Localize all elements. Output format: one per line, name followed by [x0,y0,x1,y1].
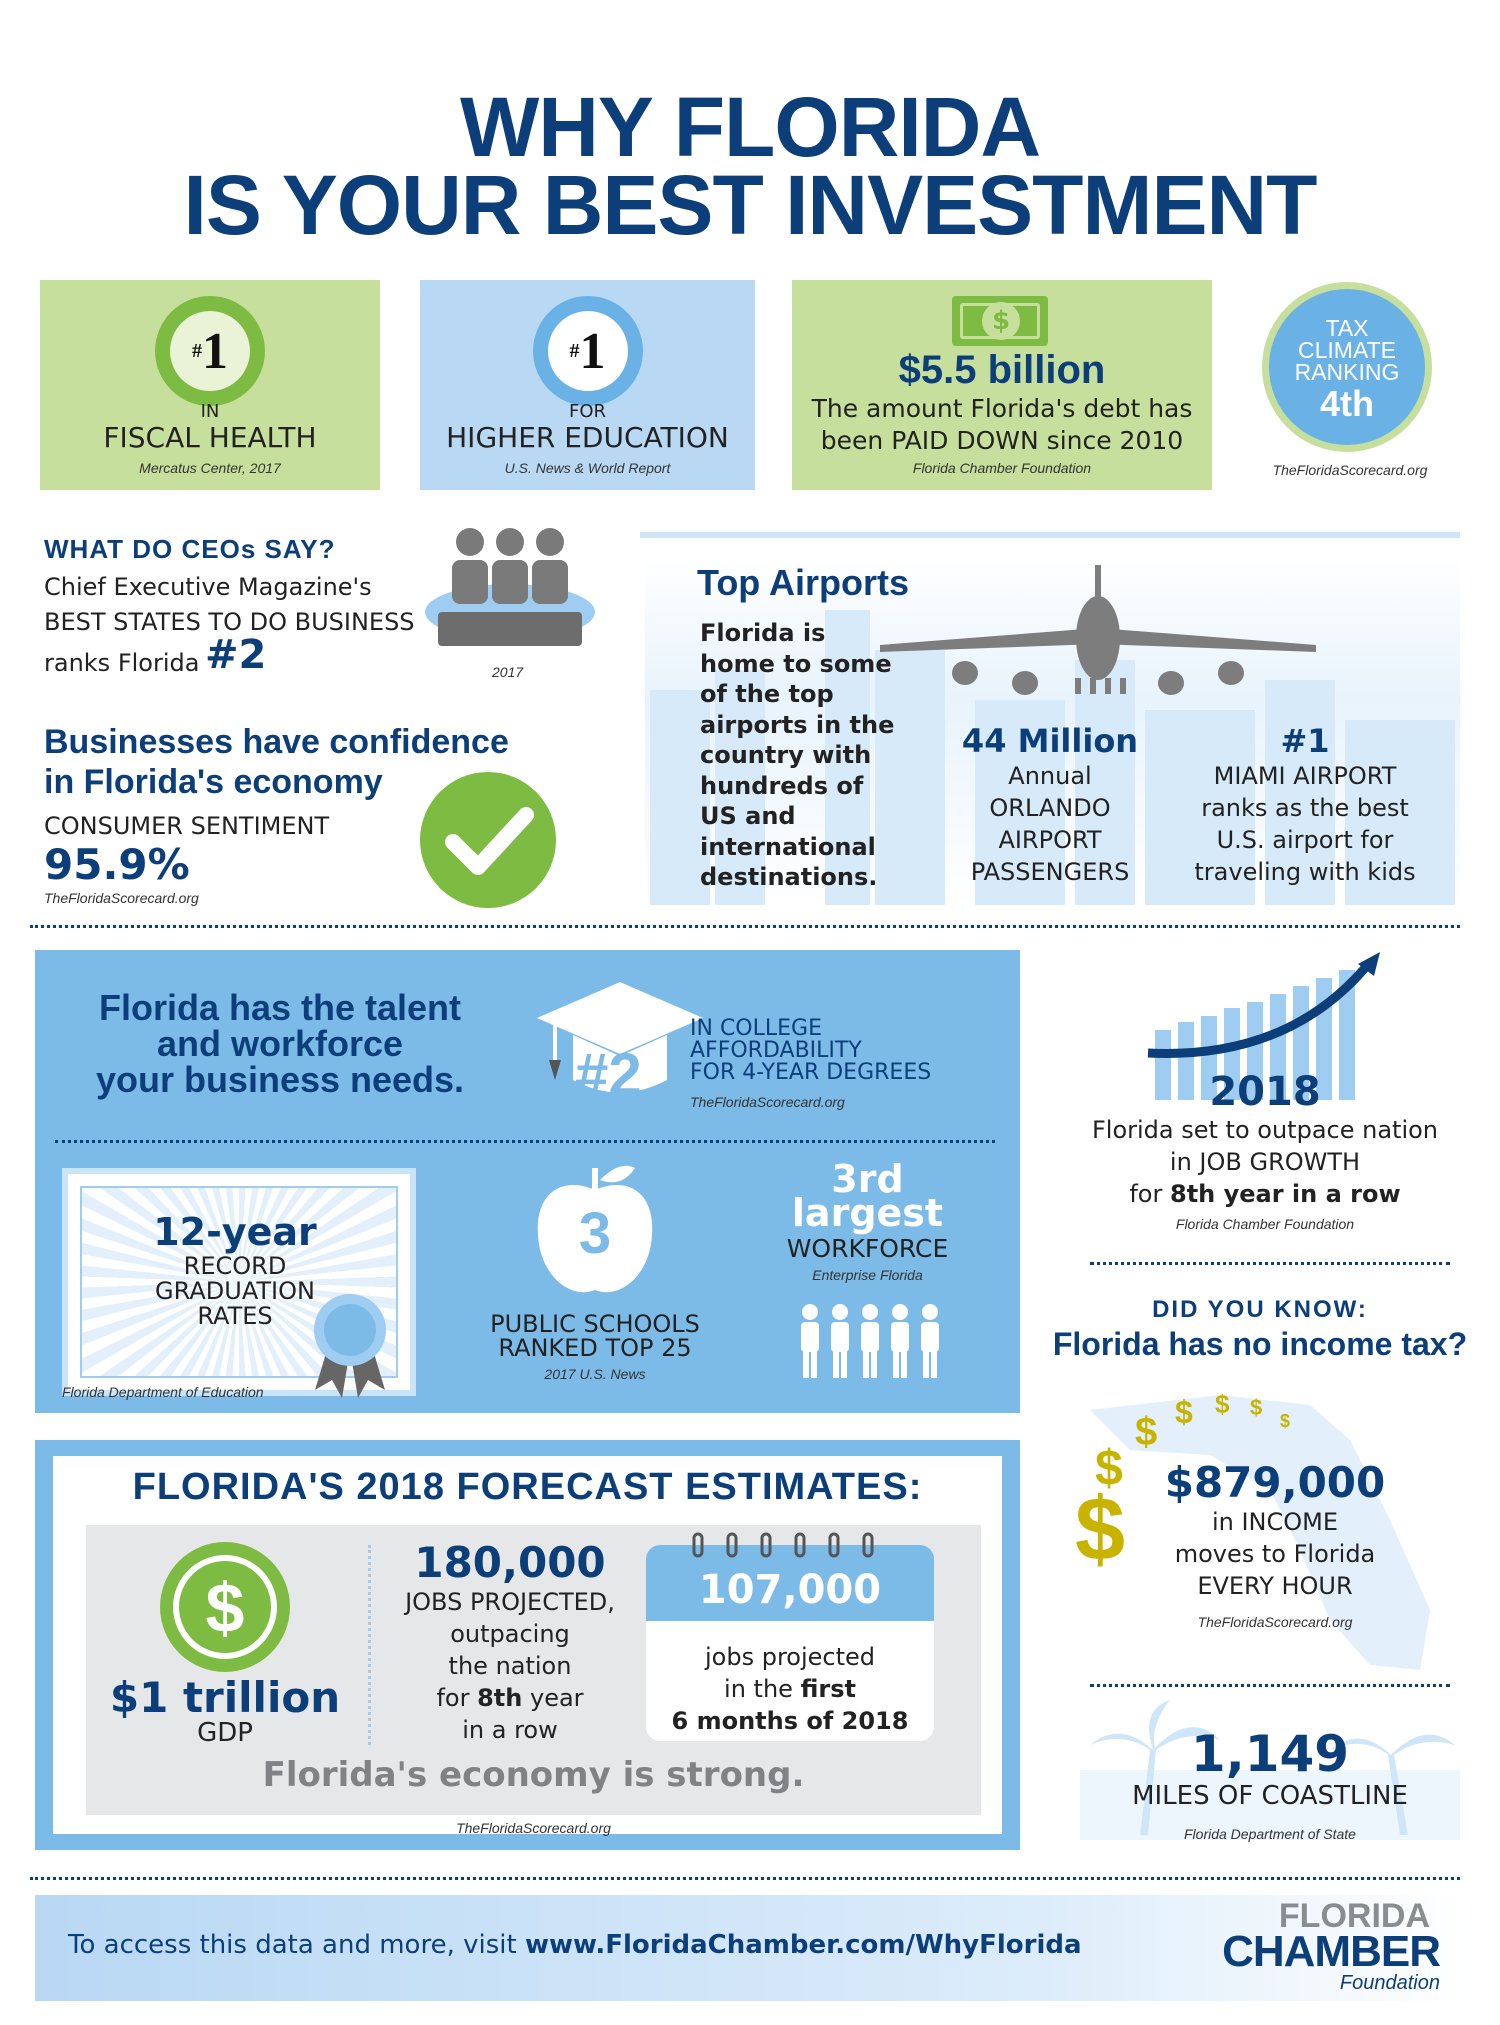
tax-rank: 4th [1320,383,1374,424]
city-skyline [650,610,1455,905]
florida-chamber-logo: FLORIDA CHAMBER Foundation [1222,1897,1441,1994]
seal-icon [314,1294,386,1398]
page-title: WHY FLORIDA IS YOUR BEST INVESTMENT [0,80,1500,252]
svg-text:$: $ [1215,1389,1230,1419]
miami-stat: #1 MIAMI AIRPORT ranks as the best U.S. … [1194,722,1416,886]
title-line-2: IS YOUR BEST INVESTMENT [183,158,1318,252]
confidence-heading: Businesses have confidence in Florida's e… [44,723,509,801]
debt-text-1: The amount Florida's debt has [811,394,1193,423]
schools-text: PUBLIC SCHOOLS RANKED TOP 25 [490,1310,700,1362]
dollar-bill-icon: $ [952,296,1048,346]
right-divider-1 [1090,1262,1450,1265]
orlando-stat: 44 Million Annual ORLANDO AIRPORT PASSEN… [961,722,1139,886]
airports-heading: Top Airports [697,562,909,603]
sentiment-source: TheFloridaScorecard.org [44,890,199,906]
affordability-text: IN COLLEGE AFFORDABILITY FOR 4-YEAR DEGREE… [690,1016,932,1085]
fiscal-in: IN [200,401,220,422]
dollar-signs-icon: $ $ $ $ $ $ $ [1075,1389,1290,1580]
svg-text:$: $ [1075,1480,1125,1580]
sentiment-label: CONSUMER SENTIMENT [44,812,330,840]
economy-strong: Florida's economy is strong. [262,1755,805,1795]
talent-heading: Florida has the talent and workforce your … [95,987,465,1100]
sentiment-value: 95.9% [44,840,190,889]
footer-link[interactable]: www.FloridaChamber.com/WhyFlorida [524,1930,1082,1960]
jobs-projected-stat: 180,000 JOBS PROJECTED, outpacing the na… [405,1538,615,1745]
calendar-value: 107,000 [698,1567,882,1613]
schools-source: 2017 U.S. News [544,1366,646,1382]
dollar-coin-icon: $ [160,1542,290,1672]
checkmark-icon [420,772,556,908]
education-for: FOR [568,401,607,422]
footer-bar [35,1895,1465,2001]
airplane-icon [880,565,1316,695]
badge-icon: #1 [532,296,643,406]
airports-panel [645,560,1460,905]
education-label: HIGHER EDUCATION [446,421,729,454]
debt-text-2: been PAID DOWN since 2010 [820,426,1184,455]
affordability-rank: #2 [575,1041,642,1108]
talent-divider [55,1140,995,1143]
calendar-text: jobs projected in the first 6 months of … [671,1643,909,1735]
higher-education-box: #1 FOR HIGHER EDUCATION U.S. News & Worl… [420,280,755,490]
tax-l1: TAX [1325,315,1369,341]
florida-map-icon [1090,1395,1430,1670]
ceos-icon [425,528,595,646]
income-stat: $879,000 in INCOME moves to Florida EVER… [1164,1458,1386,1631]
tax-source: TheFloridaScorecard.org [1272,462,1428,478]
dollar-glyph: $ [206,1569,245,1647]
job-growth-stat: 2018 Florida set to outpace nation in JO… [1091,1069,1439,1232]
svg-text:$: $ [1135,1410,1157,1454]
right-divider-2 [1090,1684,1450,1687]
airports-rule [640,532,1460,538]
income-tax-heading: Florida has no income tax? [1052,1326,1468,1362]
ceo-line-2: BEST STATES TO DO BUSINESS [44,608,415,636]
did-you-know: DID YOU KNOW: [1152,1296,1368,1323]
tax-l3: RANKING [1294,359,1400,385]
medal-icon: #1 [155,296,265,406]
tax-l2: CLIMATE [1298,337,1396,363]
svg-text:$: $ [1280,1411,1290,1431]
title-line-1: WHY FLORIDA [459,80,1041,174]
calendar-icon: 107,000 jobs projected in the first 6 mo… [646,1545,934,1741]
graduation-source: Florida Department of Education [62,1384,264,1400]
tax-climate-badge: TAX CLIMATE RANKING 4th [1262,282,1432,452]
footer-text: To access this data and more, visit www.… [68,1930,1082,1960]
debt-amount: $5.5 billion [898,348,1106,392]
calendar-rings [692,1532,874,1558]
fiscal-label: FISCAL HEALTH [103,421,317,454]
graduation-cap-icon [537,982,703,1093]
education-source: U.S. News & World Report [504,460,671,476]
ceo-rank: #2 [205,632,267,678]
affordability-source: TheFloridaScorecard.org [690,1094,845,1110]
ceo-heading: WHAT DO CEOs SAY? [44,534,336,564]
svg-text:$: $ [1175,1394,1193,1430]
palm-trees-icon [1080,1700,1460,1840]
svg-text:$: $ [1250,1395,1262,1420]
gdp-stat: $1 trillion GDP [109,1673,341,1748]
growth-chart-icon [1147,952,1380,1100]
schools-number: 3 [578,1201,612,1266]
ceo-year: 2017 [492,664,524,680]
footer-divider [30,1877,1460,1880]
forecast-heading: FLORIDA'S 2018 FORECAST ESTIMATES: [132,1466,923,1508]
debt-source: Florida Chamber Foundation [912,460,1092,476]
forecast-source: TheFloridaScorecard.org [456,1820,611,1836]
forecast-divider [368,1545,371,1745]
svg-text:$: $ [1095,1440,1123,1496]
graduation-stat: 12-year RECORD GRADUATION RATES [153,1210,317,1330]
workers-icon [801,1304,939,1378]
ceo-line-1: Chief Executive Magazine's [44,573,372,601]
debt-box: $ $5.5 billion The amount Florida's debt… [792,280,1212,490]
airports-description: Florida is home to some of the top airport… [700,619,895,891]
certificate-icon [62,1168,416,1396]
ceo-line-3: ranks Florida [44,649,200,677]
apple-icon [537,1165,653,1293]
section-divider [30,925,1460,928]
workforce-stat: 3rd largest WORKFORCE Enterprise Florida [786,1157,949,1283]
fiscal-source: Mercatus Center, 2017 [139,460,281,476]
fiscal-health-box: #1 IN FISCAL HEALTH Mercatus Center, 201… [40,280,380,490]
coastline-stat: 1,149 MILES OF COASTLINE Florida Departm… [1132,1725,1408,1842]
